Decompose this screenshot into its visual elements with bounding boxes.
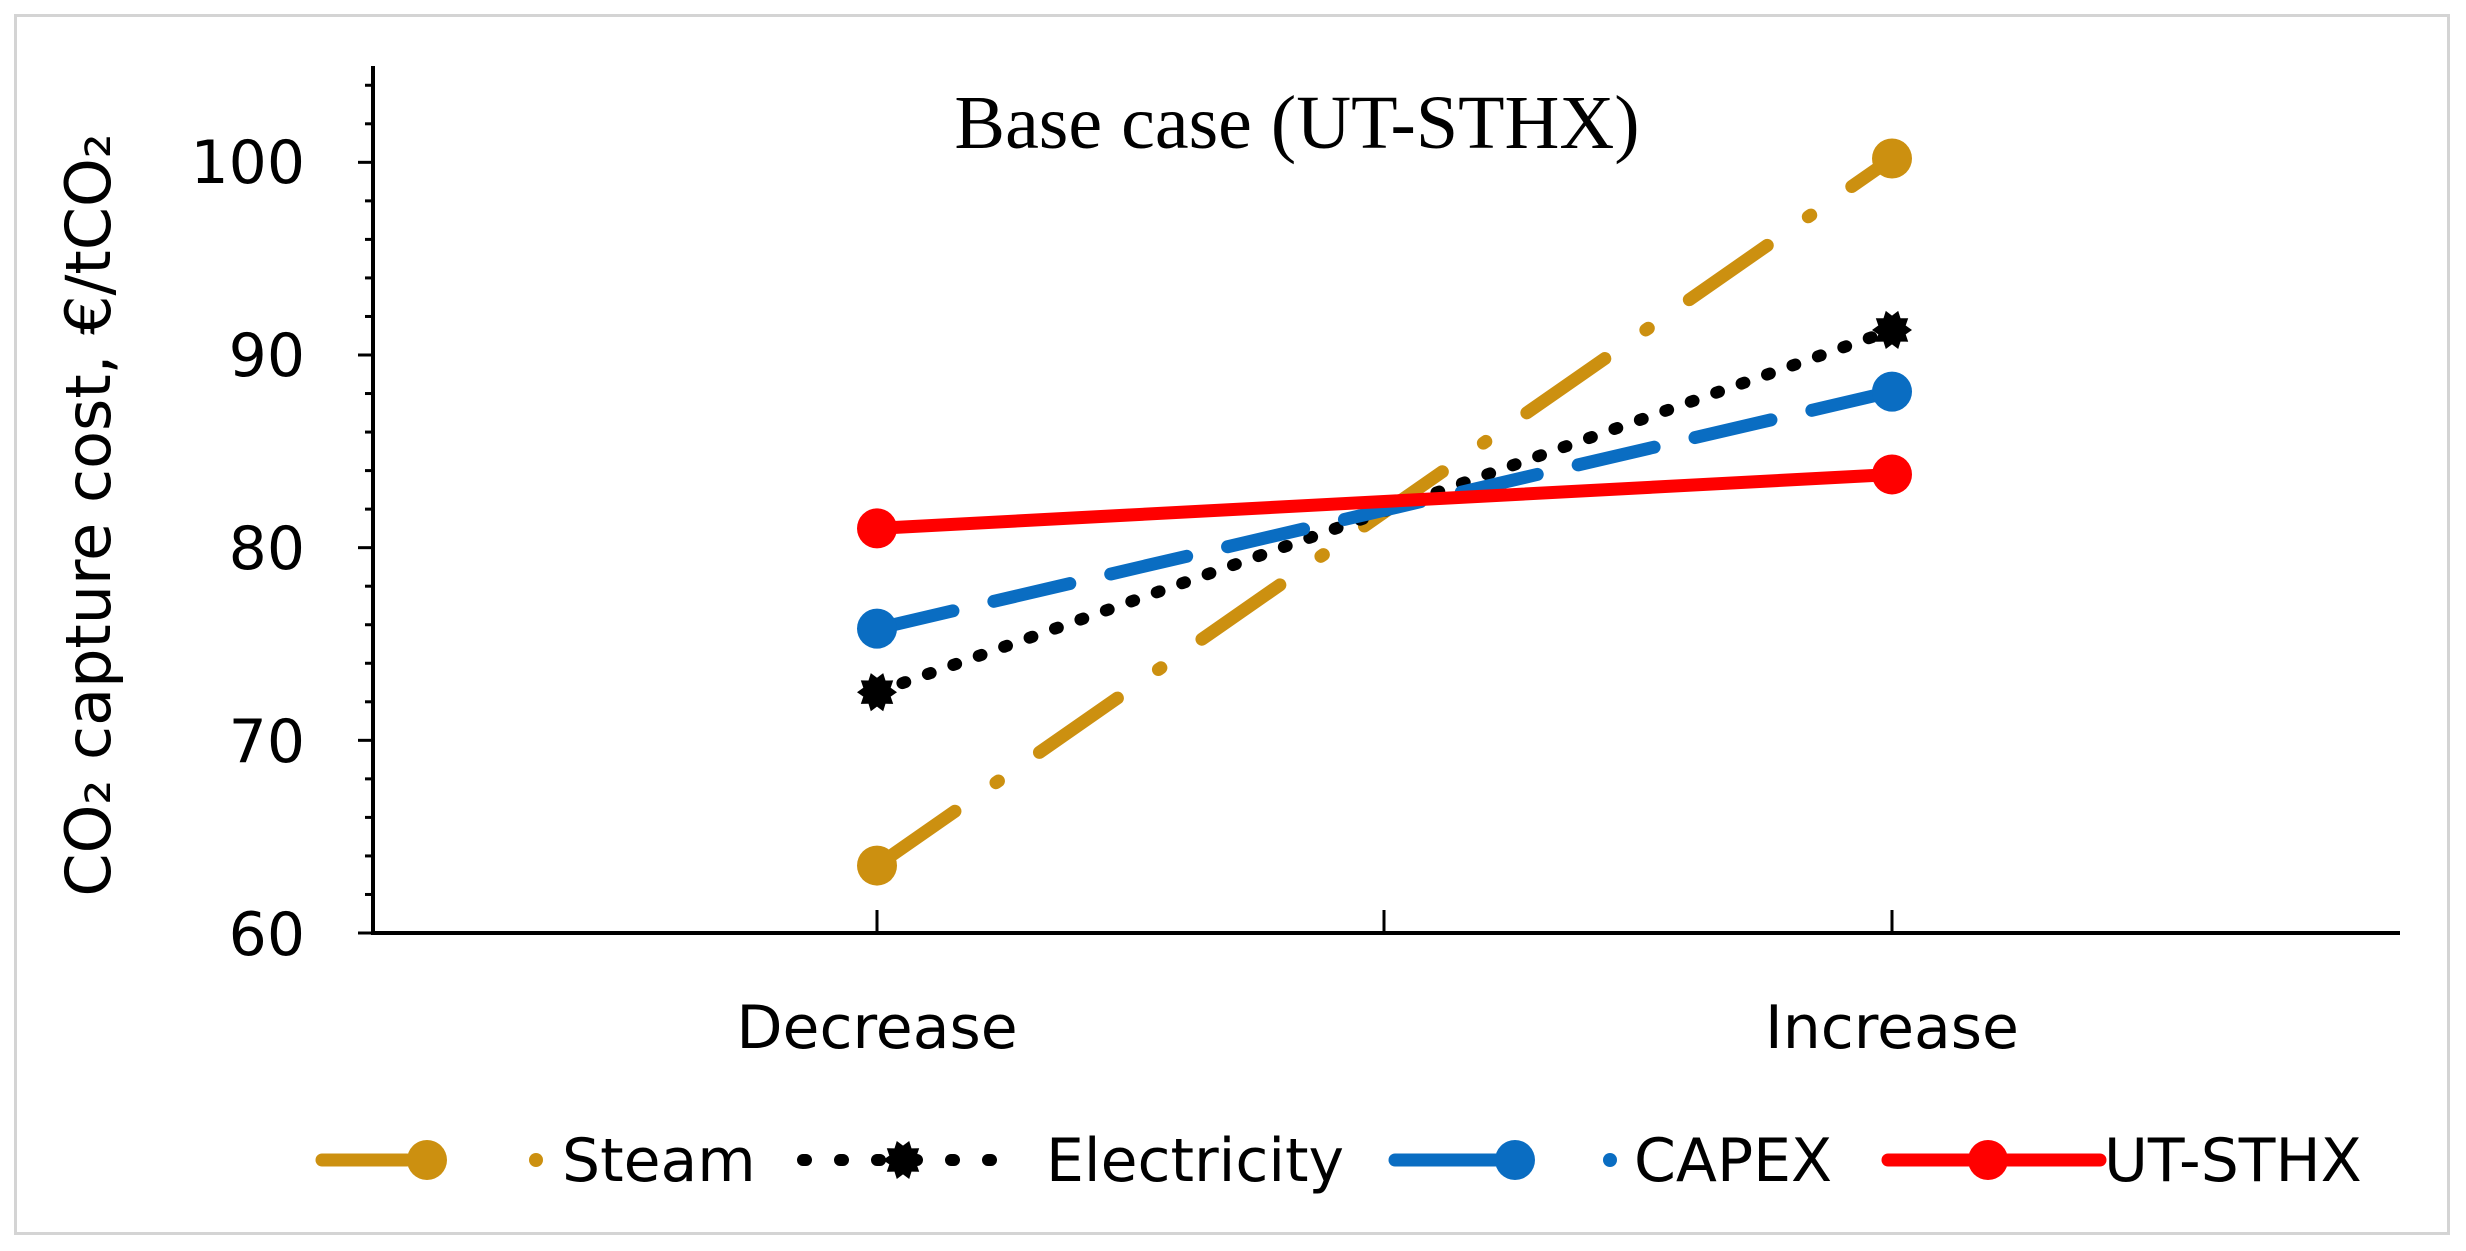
data-point-steam-increase bbox=[1872, 138, 1912, 179]
chart-title: Base case (UT-STHX) bbox=[954, 81, 1639, 165]
legend-marker-capex bbox=[1495, 1140, 1535, 1180]
legend-marker-electricity bbox=[883, 1141, 923, 1179]
legend-label-electricity: Electricity bbox=[1046, 1126, 1344, 1196]
legend-marker-ut-sthx bbox=[1968, 1140, 2008, 1180]
data-point-ut-sthx-increase bbox=[1872, 454, 1912, 495]
data-point-capex-decrease bbox=[857, 608, 897, 649]
y-axis-ticks bbox=[358, 83, 373, 935]
legend-item-capex: CAPEX bbox=[1388, 1126, 1832, 1196]
data-point-electricity-decrease bbox=[857, 673, 897, 712]
series-ut-sthx bbox=[857, 454, 1912, 549]
x-category-label-increase: Increase bbox=[1765, 993, 2019, 1063]
data-point-electricity-increase bbox=[1872, 310, 1912, 349]
legend-item-ut-sthx: UT-STHX bbox=[1881, 1126, 2362, 1196]
legend: Steam Electricity CAPEX UT-STHX bbox=[315, 1126, 2362, 1196]
series-capex bbox=[857, 371, 1912, 649]
legend-label-ut-sthx: UT-STHX bbox=[2104, 1126, 2362, 1196]
legend-marker-steam bbox=[407, 1140, 447, 1180]
data-point-steam-decrease bbox=[857, 845, 897, 886]
y-tick-label: 60 bbox=[229, 900, 305, 970]
legend-dot-steam bbox=[529, 1153, 543, 1167]
x-axis-ticks bbox=[875, 910, 1894, 933]
chart-frame bbox=[14, 14, 2450, 1235]
series-line-ut-sthx bbox=[870, 467, 1899, 535]
y-tick-label: 80 bbox=[229, 514, 305, 584]
y-axis-label: CO₂ capture cost, €/tCO₂ bbox=[52, 133, 125, 896]
series-layer bbox=[857, 138, 1912, 886]
series-line-capex bbox=[870, 385, 1899, 636]
legend-dot-capex bbox=[1603, 1153, 1617, 1167]
y-tick-label: 70 bbox=[229, 707, 305, 777]
x-category-label-decrease: Decrease bbox=[736, 993, 1017, 1063]
legend-label-steam: Steam bbox=[562, 1126, 756, 1196]
y-tick-label: 90 bbox=[229, 321, 305, 391]
legend-label-capex: CAPEX bbox=[1634, 1126, 1832, 1196]
legend-item-steam: Steam bbox=[315, 1126, 756, 1196]
y-tick-label: 100 bbox=[190, 128, 305, 198]
legend-item-electricity: Electricity bbox=[797, 1126, 1344, 1196]
data-point-capex-increase bbox=[1872, 371, 1912, 412]
data-point-ut-sthx-decrease bbox=[857, 508, 897, 549]
